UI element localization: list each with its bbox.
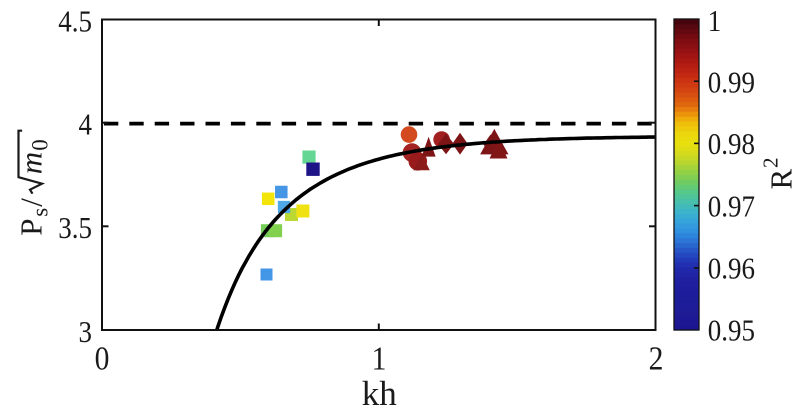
svg-text:2: 2 bbox=[649, 340, 664, 377]
svg-text:0.99: 0.99 bbox=[708, 66, 755, 100]
svg-text:0: 0 bbox=[28, 139, 53, 151]
svg-text:3: 3 bbox=[79, 315, 92, 349]
svg-text:2: 2 bbox=[759, 158, 783, 169]
svg-text:kh: kh bbox=[362, 374, 398, 412]
svg-text:0.98: 0.98 bbox=[708, 128, 755, 162]
svg-text:R: R bbox=[764, 169, 799, 190]
svg-text:3.5: 3.5 bbox=[58, 212, 92, 246]
svg-text:0.96: 0.96 bbox=[708, 252, 755, 286]
svg-text:4.5: 4.5 bbox=[58, 5, 92, 39]
svg-text:1: 1 bbox=[372, 340, 387, 377]
svg-text:/: / bbox=[14, 198, 49, 207]
svg-text:m: m bbox=[14, 152, 49, 174]
svg-text:4: 4 bbox=[79, 108, 93, 142]
svg-text:0: 0 bbox=[95, 340, 110, 377]
svg-text:1: 1 bbox=[708, 4, 721, 38]
svg-text:0.95: 0.95 bbox=[708, 314, 755, 348]
svg-text:s: s bbox=[28, 208, 53, 217]
svg-text:P: P bbox=[14, 218, 49, 235]
svg-text:0.97: 0.97 bbox=[708, 190, 755, 224]
